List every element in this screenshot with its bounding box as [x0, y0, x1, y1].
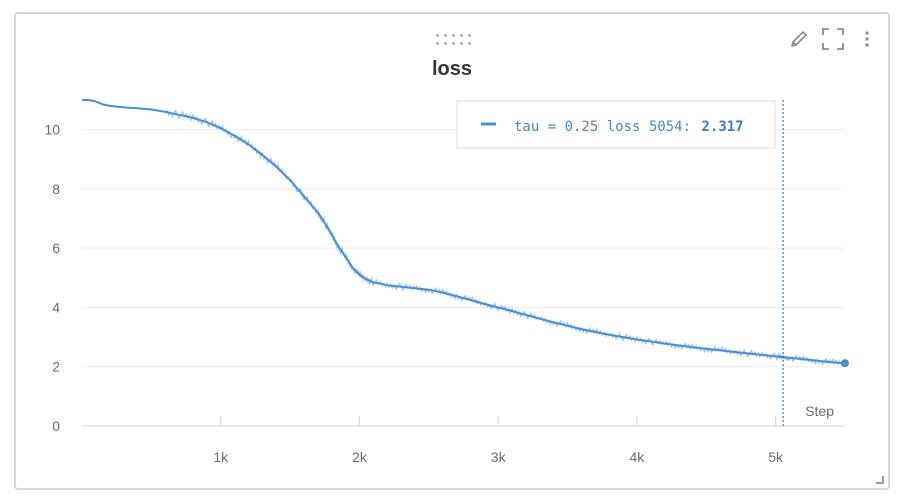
x-tick-label: 2k [352, 449, 368, 465]
x-tick-label: 1k [213, 449, 229, 465]
resize-handle-icon[interactable] [876, 476, 884, 484]
series-end-marker [841, 359, 849, 368]
x-axis-label: Step [805, 403, 834, 419]
x-tick-label: 4k [630, 449, 646, 465]
y-tick-label: 2 [52, 359, 60, 375]
panel-menu-button[interactable] [854, 26, 880, 52]
x-tick-label: 3k [491, 449, 507, 465]
series-line [82, 99, 846, 365]
panel-toolbar [786, 26, 880, 52]
chart-panel: loss [14, 12, 890, 490]
pencil-icon [791, 31, 807, 47]
fullscreen-button[interactable] [820, 26, 846, 52]
y-tick-label: 4 [52, 299, 60, 315]
grid-lines [82, 129, 845, 368]
y-tick-label: 10 [44, 122, 60, 138]
x-tick-label: 5k [768, 449, 784, 465]
expand-icon [822, 28, 844, 50]
legend-box: tau = 0.25 loss 5054: 2.317 [456, 100, 776, 149]
y-tick-label: 8 [52, 181, 60, 197]
legend-label: tau = 0.25 loss 5054: [514, 119, 691, 135]
legend-entry: tau = 0.25 loss 5054: 2.317 [514, 118, 744, 135]
panel-title: loss [431, 58, 473, 80]
kebab-menu-icon [865, 31, 869, 47]
legend-value: 2.317 [701, 119, 743, 135]
y-tick-label: 0 [52, 418, 60, 434]
edit-button[interactable] [786, 26, 812, 52]
axes: 0 2 4 6 8 10 1k 2k 3k 4k 5k Step [44, 122, 845, 465]
series-layer [82, 99, 849, 368]
drag-handle-icon[interactable] [436, 34, 476, 50]
y-tick-label: 6 [52, 240, 60, 256]
